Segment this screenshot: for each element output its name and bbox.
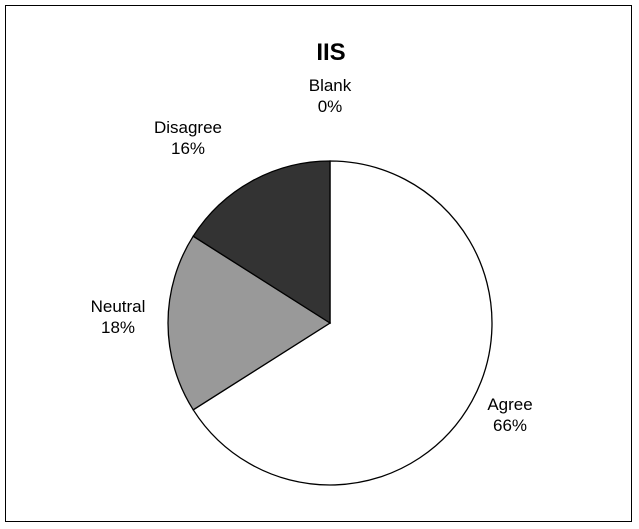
slice-label-blank: Blank [309, 76, 352, 95]
slice-value-blank: 0% [318, 97, 343, 116]
slice-value-agree: 66% [493, 416, 527, 435]
slice-label-agree: Agree [487, 395, 532, 414]
pie-slice-disagree [192, 160, 331, 325]
chart-title: IIS [316, 39, 345, 66]
slice-label-neutral: Neutral [91, 297, 146, 316]
pie-slice-agree [192, 160, 493, 486]
slice-value-neutral: 18% [101, 318, 135, 337]
pie-slices [167, 160, 493, 486]
slice-value-disagree: 16% [171, 139, 205, 158]
slice-label-disagree: Disagree [154, 118, 222, 137]
pie-labels: Agree 66% Neutral 18% Disagree 16% Blank 0% [91, 76, 533, 435]
pie-slice-neutral [167, 235, 332, 411]
